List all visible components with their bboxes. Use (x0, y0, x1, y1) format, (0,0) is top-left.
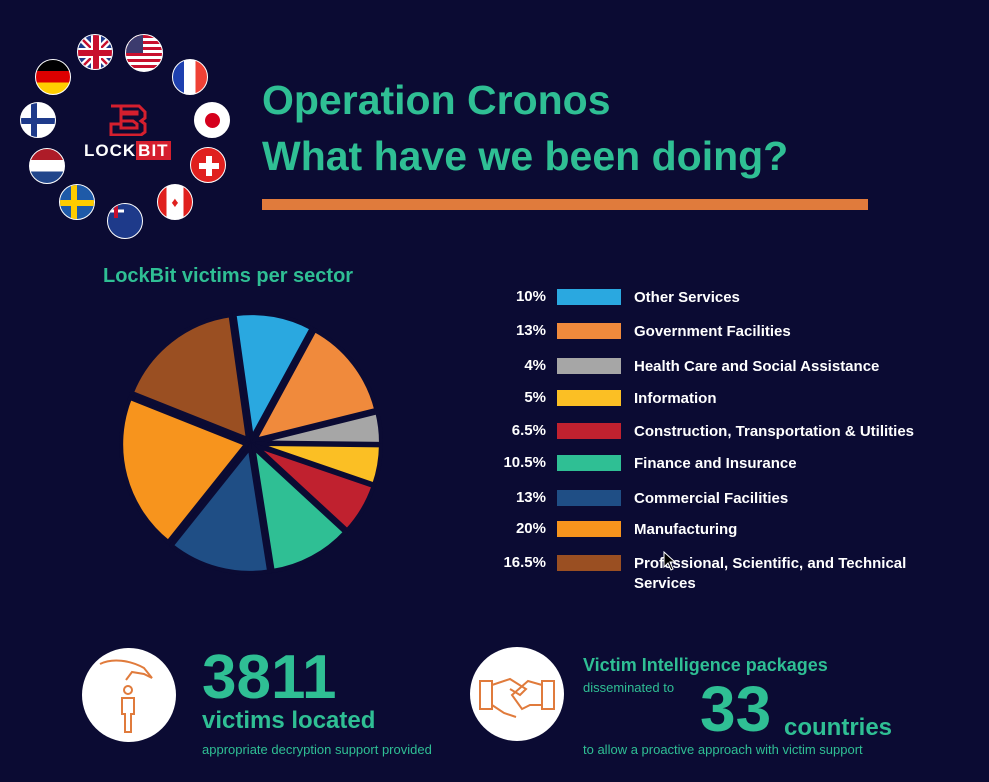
legend-percent: 13% (515, 322, 546, 339)
lockbit-logo-icon (109, 104, 147, 137)
title-underline (262, 199, 868, 210)
packages-sub: to allow a proactive approach with victi… (583, 742, 863, 757)
legend-label: Manufacturing (634, 521, 738, 538)
legend-item: 13% Government Facilities (480, 322, 934, 342)
pie-slice-commercial-facilities (168, 443, 272, 575)
legend-swatch (557, 490, 621, 506)
flag-netherlands-icon (29, 148, 65, 184)
legend-item: 10.5% Finance and Insurance (480, 454, 934, 474)
legend-percent: 5% (524, 389, 546, 406)
flag-germany-icon (35, 59, 71, 95)
pie-slice-government-facilities (251, 327, 379, 443)
legend-swatch (557, 555, 621, 571)
lockbit-logo-text: LOCK BIT (84, 141, 171, 160)
legend-item: 5% Information (480, 389, 934, 409)
pie-slice-finance-and-insurance (250, 442, 349, 574)
legend-label: Commercial Facilities (634, 490, 789, 507)
legend-label: Other Services (634, 289, 740, 306)
legend-percent: 10% (515, 288, 546, 305)
legend-swatch (557, 423, 621, 439)
legend-percent: 4% (524, 357, 546, 374)
victims-number: 3811 (202, 643, 337, 712)
page-title: Operation Cronos What have we been doing… (262, 77, 789, 179)
chart-title: LockBit victims per sector (103, 265, 354, 287)
pie-slice-manufacturing (119, 395, 250, 545)
legend-item: 4% Health Care and Social Assistance (480, 357, 934, 377)
pie-slice-professional-scientific-and-technical-services (129, 313, 251, 443)
legend-percent: 16.5% (503, 554, 546, 571)
legend-label: Finance and Insurance (634, 455, 797, 472)
flag-finland-icon (20, 102, 56, 138)
packages-pre: disseminated to (583, 680, 675, 695)
legend-item: 16.5% Professional, Scientific, and Techn… (480, 554, 934, 592)
legend-swatch (557, 323, 621, 339)
flag-uk-icon (77, 34, 113, 70)
flag-usa-icon (125, 34, 163, 72)
legend-label: Information (634, 390, 717, 407)
packages-icon-circle (470, 647, 564, 741)
countries-number: 33 (700, 673, 772, 745)
legend-label: Health Care and Social Assistance (634, 358, 880, 375)
legend-percent: 10.5% (503, 454, 546, 471)
mouse-cursor-icon (663, 551, 677, 571)
hand-person-icon (99, 659, 153, 733)
victims-icon-circle (82, 648, 176, 742)
flag-switzerland-icon (190, 147, 226, 183)
legend-percent: 20% (515, 520, 546, 537)
legend-percent: 6.5% (511, 422, 546, 439)
legend-label: Government Facilities (634, 323, 791, 340)
legend-swatch (557, 390, 621, 406)
legend-item: 10% Other Services (480, 288, 934, 308)
legend-item: 13% Commercial Facilities (480, 489, 934, 509)
legend-swatch (557, 289, 621, 305)
flag-sweden-icon (59, 184, 95, 220)
legend-item: 20% Manufacturing (480, 520, 934, 540)
legend-swatch (557, 455, 621, 471)
pie-chart (119, 311, 383, 575)
legend-label: Professional, Scientific, and Technical … (634, 555, 907, 592)
legend-label: Construction, Transportation & Utilities (634, 423, 915, 440)
legend-swatch (557, 358, 621, 374)
flag-canada-icon: ♦ (157, 184, 193, 220)
countries-label: countries (784, 714, 893, 741)
legend-percent: 13% (515, 489, 546, 506)
packages-heading: Victim Intelligence packages (583, 655, 828, 675)
flag-france-icon (172, 59, 208, 95)
pie-slice-construction-transportation-utilities (253, 443, 377, 534)
legend-item: 6.5% Construction, Transportation & Utili… (480, 422, 934, 442)
victims-label: victims located (202, 707, 376, 734)
pie-slice-other-services (232, 311, 315, 445)
flag-japan-icon (194, 102, 230, 138)
flag-australia-icon (107, 203, 143, 239)
handshake-icon (479, 677, 555, 718)
victims-sub: appropriate decryption support provided (202, 742, 432, 757)
legend-swatch (557, 521, 621, 537)
